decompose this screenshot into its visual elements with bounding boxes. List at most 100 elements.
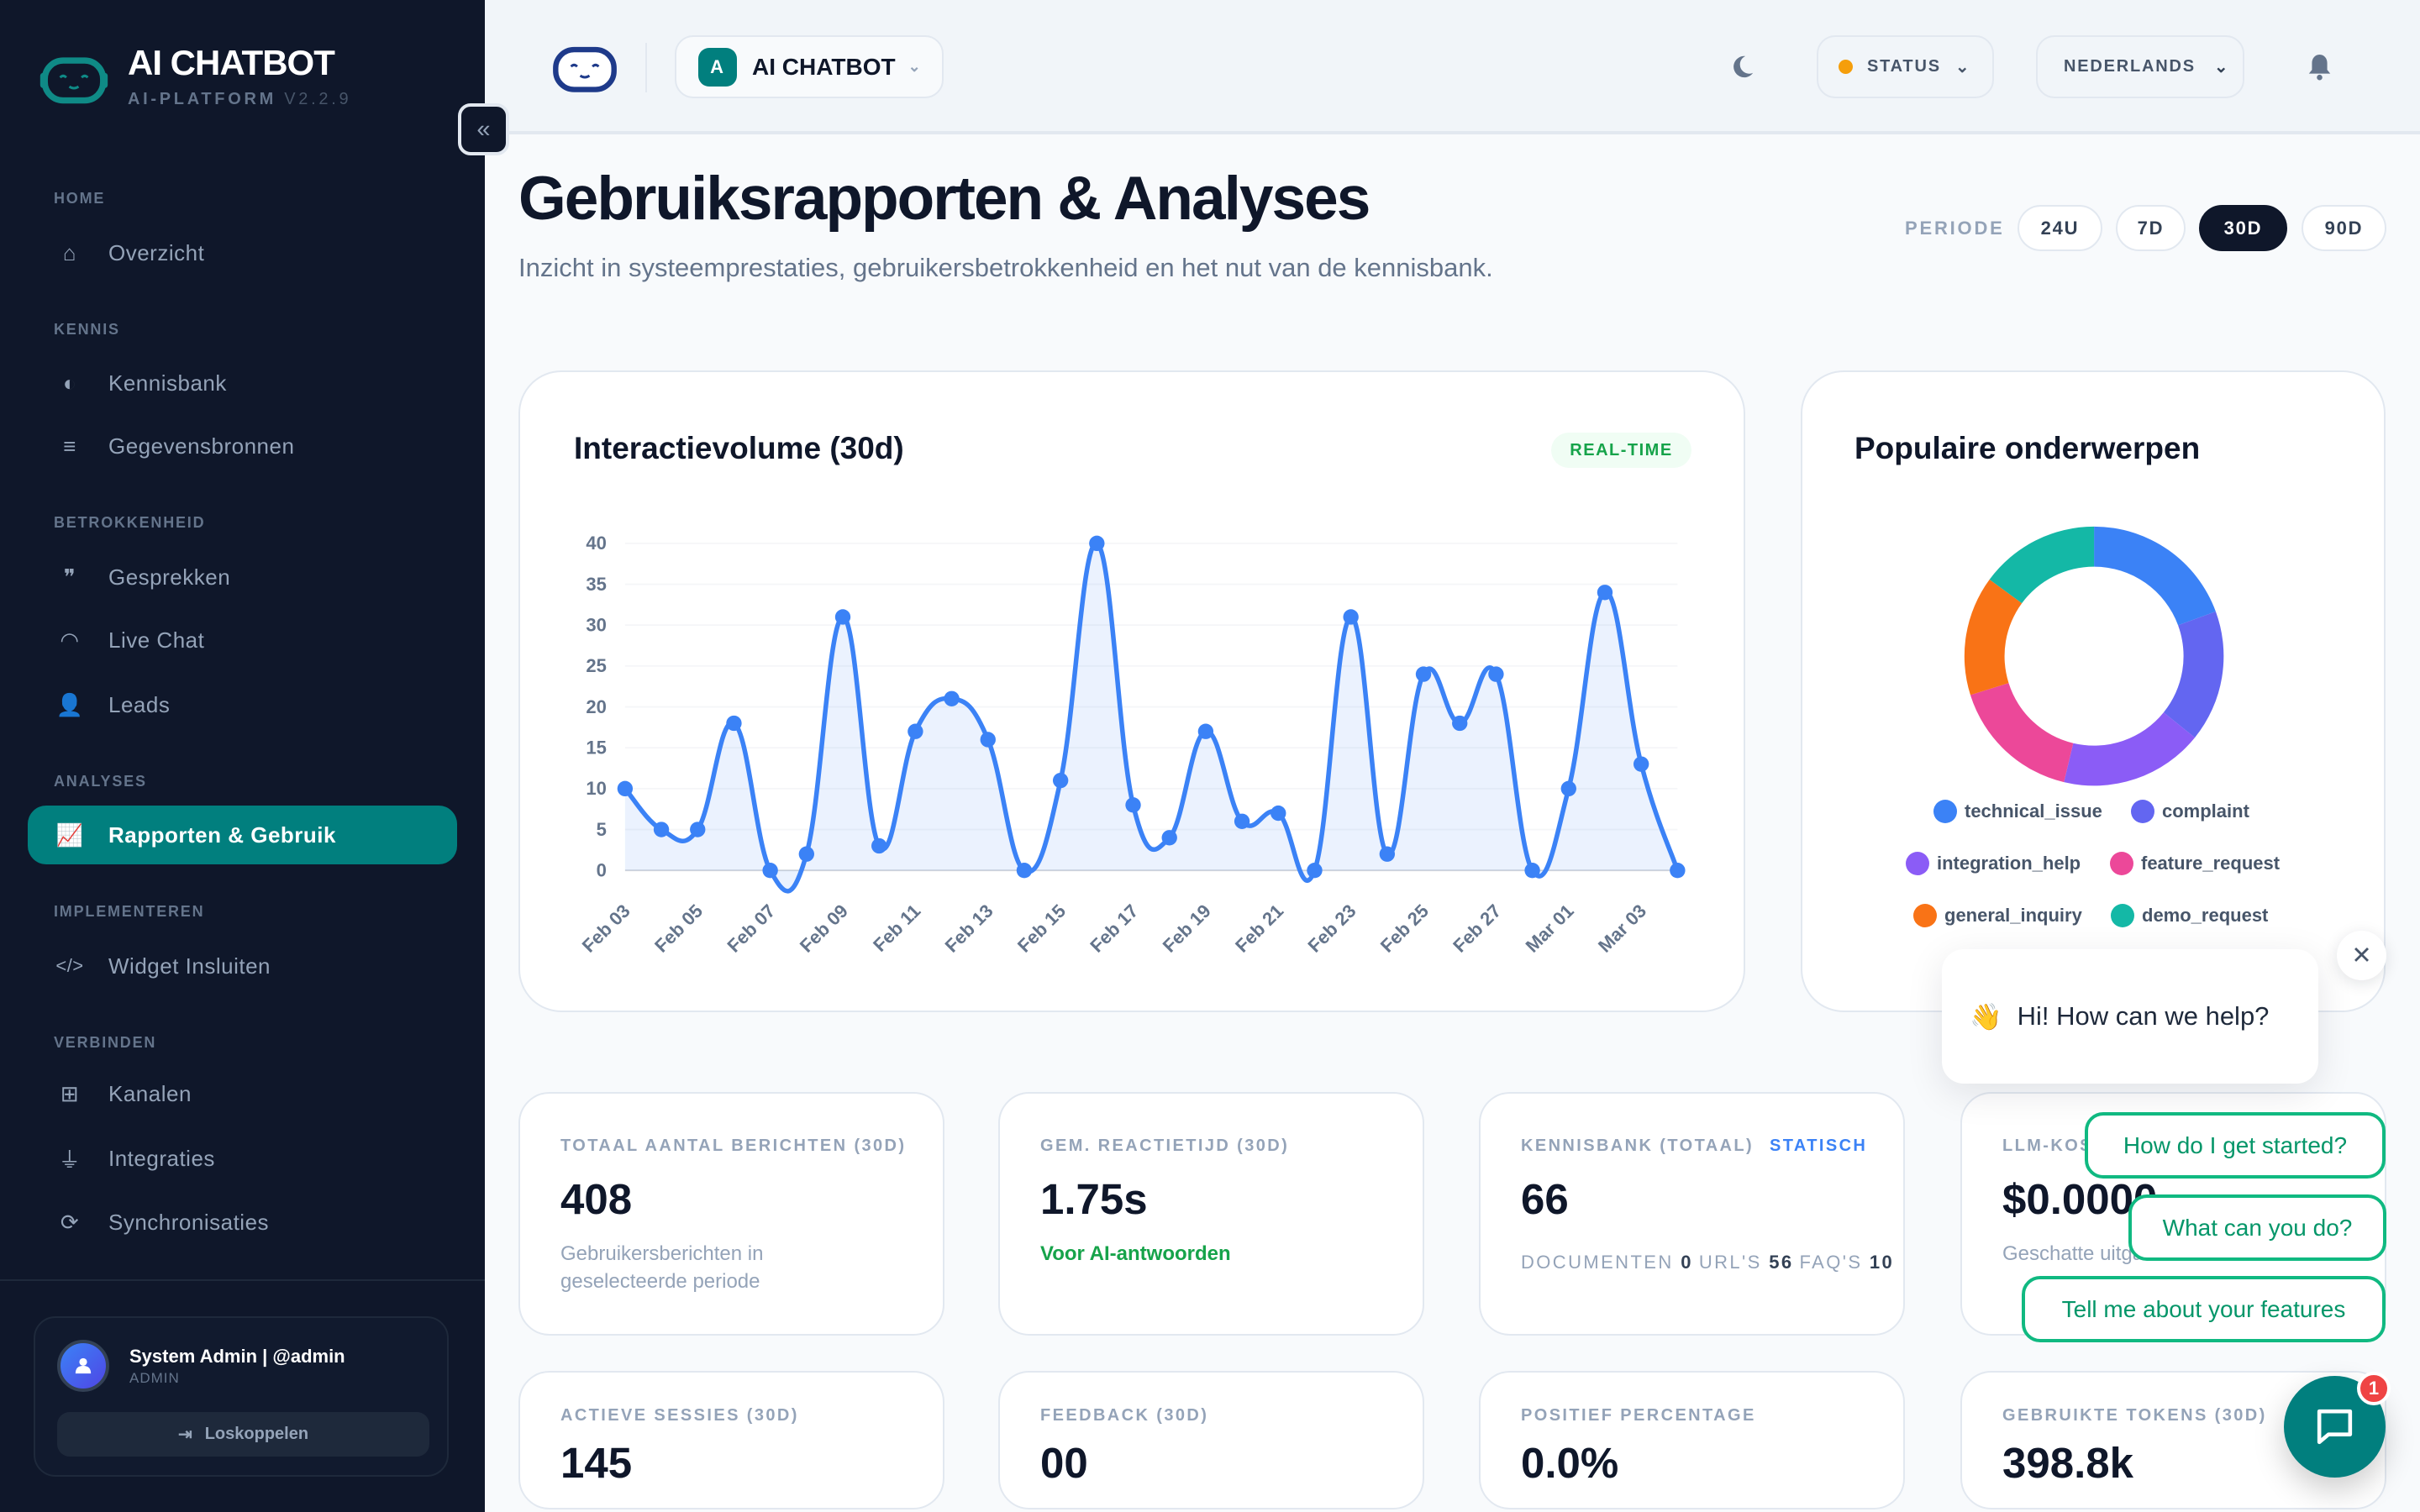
legend-label: technical_issue <box>1965 801 2102 822</box>
donut-slice-technical_issue[interactable] <box>2094 526 2216 626</box>
data-point[interactable] <box>908 723 923 739</box>
sidebar-item-synchronisaties[interactable]: ⟳ Synchronisaties <box>28 1193 457 1252</box>
suggestion-what-can-you-do[interactable]: What can you do? <box>2128 1194 2386 1261</box>
data-point[interactable] <box>1597 585 1613 601</box>
interaction-volume-card: Interactievolume (30d) REAL-TIME 0 5 10 15 2… <box>518 370 1745 1012</box>
sidebar-item-rapporten-gebruik[interactable]: 📈 Rapporten & Gebruik <box>28 806 457 864</box>
legend-label: feature_request <box>2141 853 2281 874</box>
legend-item[interactable]: complaint <box>2131 800 2249 823</box>
legend-item[interactable]: integration_help <box>1906 852 2081 875</box>
legend-item[interactable]: technical_issue <box>1933 800 2102 823</box>
legend-item[interactable]: feature_request <box>2110 852 2280 875</box>
sidebar-item-integraties[interactable]: ⏚ Integraties <box>28 1129 457 1188</box>
data-point[interactable] <box>1016 863 1033 879</box>
suggestion-get-started[interactable]: How do I get started? <box>2085 1112 2386 1179</box>
logout-icon: ⇥ <box>177 1425 192 1444</box>
data-point[interactable] <box>1633 756 1649 772</box>
data-point[interactable] <box>1415 666 1432 682</box>
status-dropdown[interactable]: STATUS ⌄ <box>1817 35 1994 98</box>
donut-slice-general_inquiry[interactable] <box>1964 579 2023 696</box>
stat-value: 408 <box>560 1175 633 1223</box>
kb-breakdown: DOCUMENTEN 0 URL'S 56 FAQ'S 10 <box>1521 1248 1907 1276</box>
data-point[interactable] <box>944 690 960 706</box>
data-point[interactable] <box>653 822 670 837</box>
data-point[interactable] <box>1089 535 1105 552</box>
legend-item[interactable]: demo_request <box>2111 904 2268 927</box>
sidebar-item-gesprekken[interactable]: ❞ Gesprekken <box>28 548 457 606</box>
data-point[interactable] <box>798 846 815 862</box>
data-point[interactable] <box>617 780 634 797</box>
language-select[interactable]: NEDERLANDS ⌄ <box>2036 35 2244 98</box>
logout-button[interactable]: ⇥ Loskoppelen <box>57 1412 429 1457</box>
data-point[interactable] <box>1670 863 1686 879</box>
stat-card: TOTAAL AANTAL BERICHTEN (30D) 408 Gebruike… <box>518 1092 944 1336</box>
topics-title: Populaire onderwerpen <box>1854 431 2201 465</box>
data-point[interactable] <box>762 863 778 879</box>
data-point[interactable] <box>1125 797 1141 813</box>
sidebar-item-gegevensbronnen[interactable]: ≡ Gegevensbronnen <box>28 417 457 475</box>
legend-swatch <box>2110 852 2133 875</box>
data-point[interactable] <box>726 715 742 732</box>
breakdown-value: 0 <box>1681 1252 1693 1273</box>
data-point[interactable] <box>1488 666 1504 682</box>
donut-slice-demo_request[interactable] <box>1989 526 2095 604</box>
x-tick-label: Feb 09 <box>796 900 852 957</box>
sidebar-item-overzicht[interactable]: ⌂ Overzicht <box>28 223 457 282</box>
sidebar-item-label: Gegevensbronnen <box>108 433 295 459</box>
period-90d[interactable]: 90D <box>2302 205 2386 251</box>
data-point[interactable] <box>690 822 706 837</box>
sidebar-item-live-chat[interactable]: ◠ Live Chat <box>28 611 457 669</box>
data-point[interactable] <box>1161 830 1177 846</box>
stat-label: TOTAAL AANTAL BERICHTEN (30D) <box>560 1137 907 1155</box>
close-greeting-button[interactable]: ✕ <box>2337 931 2386 980</box>
data-point[interactable] <box>1560 780 1576 797</box>
sidebar-item-kanalen[interactable]: ⊞ Kanalen <box>28 1064 457 1123</box>
data-point[interactable] <box>1270 805 1286 822</box>
suggestion-features[interactable]: Tell me about your features <box>2022 1276 2386 1342</box>
chart-title: Interactievolume (30d) <box>574 431 904 465</box>
sidebar-item-label: Synchronisaties <box>108 1209 270 1235</box>
notifications-button[interactable] <box>2287 35 2352 98</box>
data-point[interactable] <box>1524 863 1540 879</box>
sidebar-item-widget-insluiten[interactable]: </> Widget Insluiten <box>28 937 457 995</box>
legend-item[interactable]: general_inquiry <box>1913 904 2082 927</box>
user-role: ADMIN <box>129 1370 180 1386</box>
avatar[interactable] <box>57 1340 109 1392</box>
data-point[interactable] <box>871 837 887 854</box>
data-point[interactable] <box>834 609 851 625</box>
wave-icon: 👋 <box>1970 1001 2002 1032</box>
x-tick-label: Feb 11 <box>869 900 924 956</box>
chat-greeting-bubble[interactable]: 👋 Hi! How can we help? <box>1942 949 2318 1084</box>
data-point[interactable] <box>1452 715 1468 732</box>
x-tick-label: Feb 17 <box>1086 900 1142 957</box>
chat-greeting-text: Hi! How can we help? <box>2017 1001 2270 1031</box>
period-7d[interactable]: 7D <box>2116 205 2186 251</box>
data-point[interactable] <box>1052 772 1069 789</box>
dark-mode-toggle[interactable] <box>1710 35 1775 98</box>
data-point[interactable] <box>980 732 996 748</box>
y-tick-label: 20 <box>586 696 607 717</box>
sidebar-item-leads[interactable]: 👤 Leads <box>28 675 457 734</box>
y-tick-label: 5 <box>597 819 607 840</box>
donut-slice-complaint[interactable] <box>2163 611 2224 738</box>
sidebar-item-kennisbank[interactable]: ◐ Kennisbank <box>28 354 457 412</box>
x-tick-label: Feb 03 <box>578 900 634 957</box>
data-point[interactable] <box>1379 846 1396 862</box>
stat-card: ACTIEVE SESSIES (30D) 145 <box>518 1371 944 1509</box>
legend-swatch <box>2111 904 2134 927</box>
moon-icon <box>1733 55 1754 78</box>
donut-slice-feature_request[interactable] <box>1970 683 2074 783</box>
data-point[interactable] <box>1307 863 1323 879</box>
donut-slice-integration_help[interactable] <box>2064 712 2196 786</box>
data-point[interactable] <box>1343 609 1359 625</box>
data-point[interactable] <box>1234 813 1250 829</box>
legend-label: complaint <box>2162 801 2249 822</box>
stat-label: ACTIEVE SESSIES (30D) <box>560 1406 799 1425</box>
x-tick-label: Feb 19 <box>1159 900 1215 957</box>
workspace-dropdown[interactable]: A AI CHATBOT ⌄ <box>675 35 944 98</box>
period-30d[interactable]: 30D <box>2199 205 2287 251</box>
collapse-sidebar-button[interactable]: « <box>458 103 509 155</box>
period-24u[interactable]: 24U <box>2018 205 2102 251</box>
data-point[interactable] <box>1197 723 1214 739</box>
workspace-name: AI CHATBOT <box>752 53 896 80</box>
